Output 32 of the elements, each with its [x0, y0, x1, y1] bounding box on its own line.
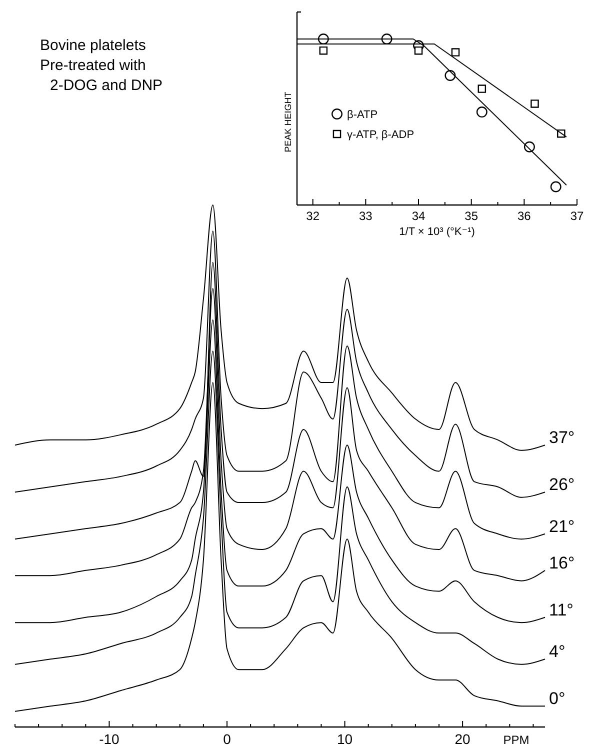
x-tick-label: 33: [359, 209, 373, 223]
series-label: 37°: [549, 428, 575, 448]
series-label: 0°: [549, 689, 566, 708]
x-tick-label: 34: [412, 209, 426, 223]
x-tick-label: 36: [517, 209, 532, 223]
x-tick-label: 10: [336, 731, 353, 747]
x-tick-label: -10: [99, 731, 120, 747]
x-tick-label: 0: [223, 731, 232, 747]
point: [550, 181, 562, 192]
series-label: 11°: [549, 600, 574, 620]
x-axis-title: PPM: [503, 733, 530, 747]
x-tick-label: 20: [454, 731, 471, 747]
point: [476, 106, 488, 118]
point: [319, 46, 328, 55]
chart-subtitle: Pre-treated with 2-DOG and DNP: [40, 57, 163, 94]
series-label: 4°: [549, 642, 566, 662]
point: [444, 70, 456, 81]
series-label: 26°: [549, 475, 575, 494]
legend-label: β-ATP: [347, 109, 378, 121]
series-label: 21°: [549, 516, 575, 536]
y-axis-title: PEAK HEIGHT: [283, 91, 293, 152]
legend-label: γ-ATP, β-ADP: [347, 129, 414, 141]
chart-title: Bovine platelets: [40, 37, 146, 54]
x-tick-label: 32: [306, 209, 320, 223]
point: [414, 46, 423, 55]
x-tick-label: 37: [570, 209, 584, 223]
point: [451, 48, 460, 56]
series-label: 16°: [549, 553, 575, 572]
x-tick-label: 35: [464, 209, 478, 223]
point: [530, 100, 539, 108]
point: [478, 84, 486, 93]
x-axis-title: 1/T × 10³ (°K⁻¹): [399, 226, 475, 238]
